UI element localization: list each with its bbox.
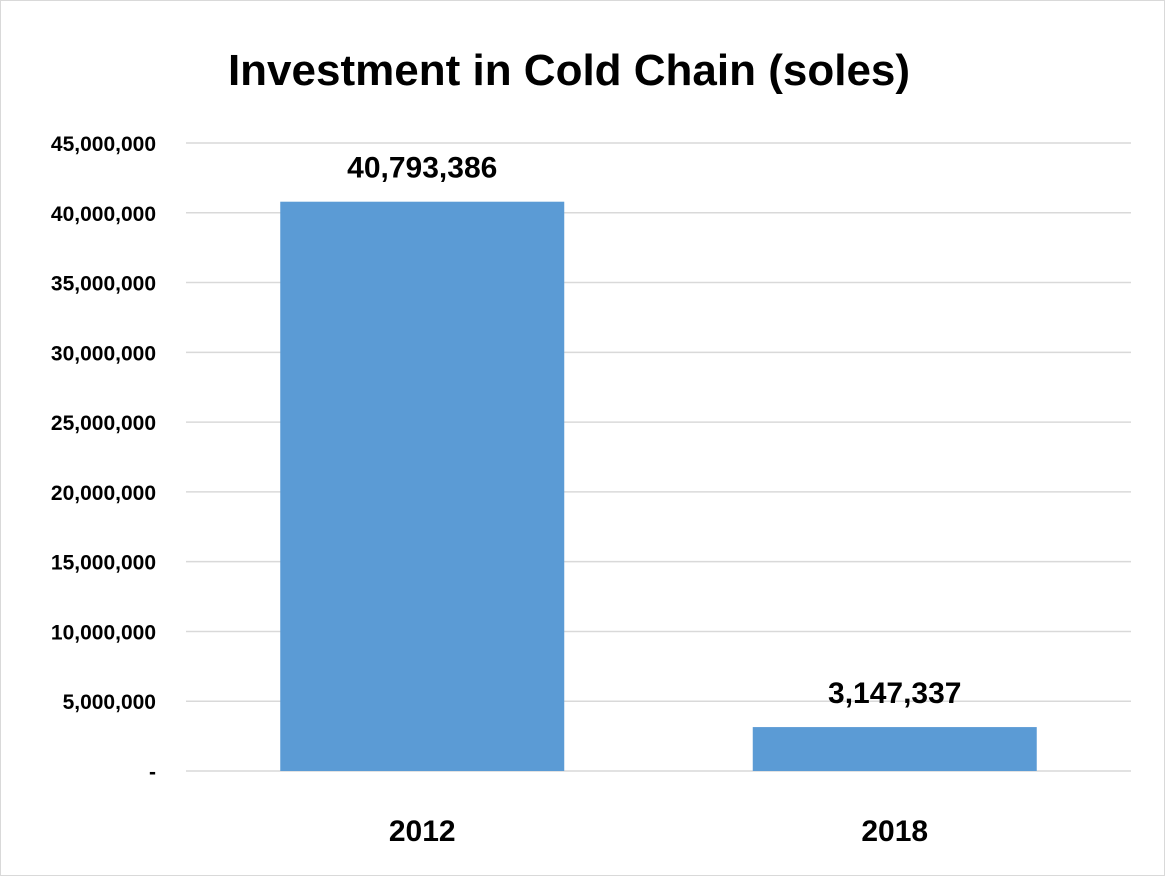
y-tick-label: 25,000,000 — [51, 412, 156, 435]
y-tick-label: 20,000,000 — [51, 482, 156, 505]
data-label-2018: 3,147,337 — [828, 677, 961, 710]
x-tick-label-2012: 2012 — [389, 815, 456, 848]
bars — [280, 201, 1037, 772]
y-axis-tick-labels: - 5,000,000 10,000,000 15,000,000 20,000,000… — [51, 133, 156, 784]
data-label-2012: 40,793,386 — [347, 152, 497, 185]
bar-2018 — [752, 727, 1037, 771]
x-tick-label-2018: 2018 — [861, 815, 928, 848]
chart-title: Investment in Cold Chain (soles) — [228, 46, 910, 95]
y-tick-label: 15,000,000 — [51, 552, 156, 575]
y-tick-label: - — [149, 761, 156, 784]
x-axis-tick-labels: 2012 2018 — [389, 815, 928, 848]
y-tick-label: 10,000,000 — [51, 621, 156, 644]
y-tick-label: 5,000,000 — [63, 691, 156, 714]
y-tick-label: 45,000,000 — [51, 133, 156, 156]
y-tick-label: 40,000,000 — [51, 203, 156, 226]
data-labels: 40,793,386 3,147,337 — [347, 152, 961, 710]
y-tick-label: 35,000,000 — [51, 273, 156, 296]
y-tick-label: 30,000,000 — [51, 342, 156, 365]
bar-2012 — [280, 201, 565, 772]
